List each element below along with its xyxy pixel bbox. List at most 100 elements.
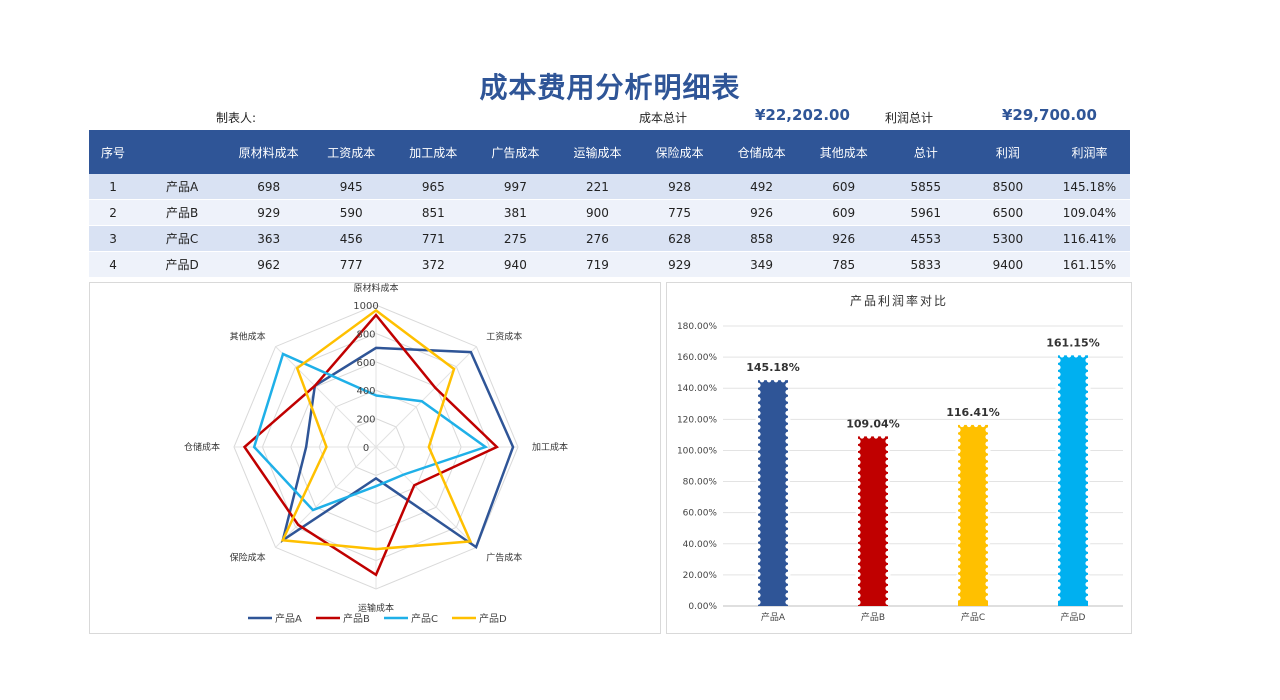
bar-notch: [755, 466, 761, 472]
table-cell: 5855: [884, 174, 967, 200]
bar-notch: [1085, 385, 1091, 391]
bar-notch: [985, 511, 991, 517]
bar-notch: [855, 438, 861, 444]
column-header: 利润: [966, 130, 1049, 174]
bar-notch: [1085, 525, 1091, 531]
table-cell: 产品A: [137, 174, 228, 200]
bar-notch: [755, 543, 761, 549]
bar-notch: [785, 403, 791, 409]
bar-notch: [755, 382, 761, 388]
bar-notch: [755, 396, 761, 402]
bar-notch: [985, 553, 991, 559]
radar-series-line: [242, 313, 500, 577]
table-cell: 940: [474, 251, 557, 278]
bar-notch: [955, 553, 961, 559]
bar-notch: [785, 431, 791, 437]
bar-notch: [755, 417, 761, 423]
table-cell: 962: [227, 251, 311, 278]
page-title: 成本费用分析明细表: [479, 71, 741, 104]
bar-notch: [966, 422, 972, 428]
bar-notch: [1073, 353, 1079, 358]
bar-data-label: 145.18%: [746, 361, 799, 374]
bar-chart-title: 产品利润率对比: [850, 293, 948, 308]
bar-notch: [785, 389, 791, 395]
table-cell: 926: [720, 199, 803, 226]
table-cell: 5833: [884, 251, 967, 278]
bar-notch: [755, 487, 761, 493]
bar-notch: [755, 389, 761, 395]
bar-notch: [1085, 420, 1091, 426]
column-header: 运输成本: [556, 130, 639, 174]
bar-notch: [785, 564, 791, 570]
bar-notch: [885, 487, 891, 493]
y-tick-label: 60.00%: [683, 509, 718, 519]
table-cell: 4553: [884, 225, 967, 252]
bar-notch: [1055, 392, 1061, 398]
bar-notch: [985, 560, 991, 566]
bar-notch: [785, 438, 791, 444]
y-tick-label: 0.00%: [688, 602, 717, 612]
bar-notch: [955, 525, 961, 531]
bar-notch: [755, 410, 761, 416]
bar-notch: [859, 434, 865, 439]
bar-notch: [985, 581, 991, 587]
bar-notch: [885, 508, 891, 514]
bar-notch: [885, 480, 891, 486]
bar-notch: [885, 571, 891, 577]
bar-notch: [973, 422, 979, 428]
bar-notch: [1055, 448, 1061, 454]
table-cell: 产品D: [137, 251, 228, 278]
table-row: 4 产品D 962 777 372 940 719 929 349 785 58…: [89, 251, 1130, 278]
bar-notch: [1055, 595, 1061, 601]
bar-notch: [855, 543, 861, 549]
table-cell: 900: [556, 199, 639, 226]
bar-notch: [1085, 483, 1091, 489]
table-cell: 5961: [884, 199, 967, 226]
bar-notch: [1085, 469, 1091, 475]
bar-notch: [780, 377, 786, 383]
table-cell: 1: [89, 174, 138, 200]
bar-notch: [985, 567, 991, 573]
column-header: 其他成本: [802, 130, 885, 174]
bar-notch: [1085, 595, 1091, 601]
bar-notch: [985, 574, 991, 580]
bar-notch: [755, 564, 761, 570]
table-row: 1 产品A 698 945 965 997 221 928 492 609 58…: [89, 174, 1130, 200]
bar-notch: [885, 550, 891, 556]
bar-notch: [885, 494, 891, 500]
bar-notch: [1085, 413, 1091, 419]
radar-series-line: [280, 308, 473, 551]
bar-notch: [1055, 371, 1061, 377]
bar-notch: [1085, 462, 1091, 468]
bar-notch: [955, 497, 961, 503]
bar-notch: [755, 459, 761, 465]
bar-notch: [785, 445, 791, 451]
bar-notch: [985, 518, 991, 524]
bar-notch: [855, 599, 861, 605]
bar-notch: [855, 536, 861, 542]
bar-notch: [1055, 588, 1061, 594]
bar: [955, 422, 991, 606]
y-tick-label: 80.00%: [683, 478, 718, 488]
bar-notch: [766, 377, 772, 383]
bar-notch: [785, 571, 791, 577]
bar-notch: [755, 571, 761, 577]
radar-category-label: 仓储成本: [184, 441, 220, 453]
bar-notch: [1085, 406, 1091, 412]
bar-notch: [955, 574, 961, 580]
radar-tick-label: 0: [363, 443, 369, 454]
bar-notch: [785, 382, 791, 388]
bar-notch: [885, 557, 891, 563]
bar-notch: [855, 592, 861, 598]
bar-notch: [755, 585, 761, 591]
bar-notch: [1055, 385, 1061, 391]
bar-notch: [885, 452, 891, 458]
bar-notch: [955, 532, 961, 538]
table-cell: 9400: [966, 251, 1049, 278]
bar-notch: [1085, 511, 1091, 517]
bar-notch: [1085, 560, 1091, 566]
table-cell: 275: [474, 225, 557, 252]
bar-notch: [1055, 525, 1061, 531]
table-cell: 777: [310, 251, 393, 278]
